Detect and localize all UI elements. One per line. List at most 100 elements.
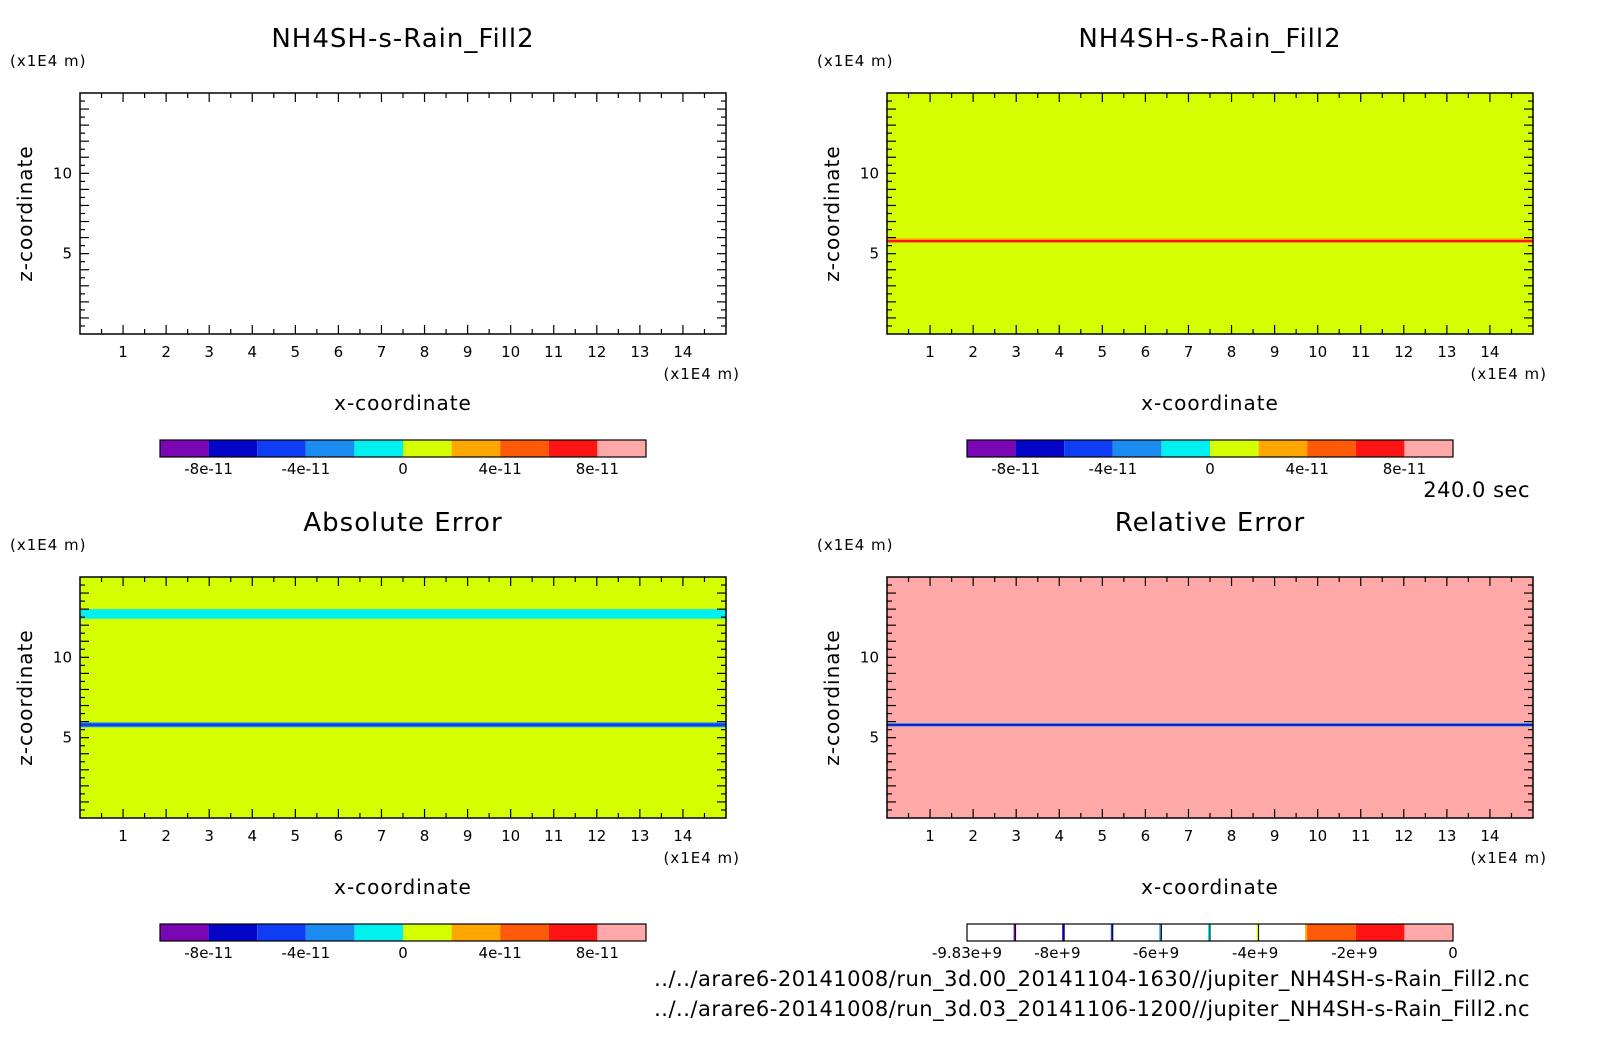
colorbar-cell bbox=[305, 924, 355, 941]
colorbar-cell bbox=[1210, 440, 1259, 457]
colorbar-cell bbox=[1404, 440, 1453, 457]
x-tick-label: 11 bbox=[1351, 343, 1370, 361]
y-tick-label: 10 bbox=[860, 164, 879, 182]
colorbar-cell bbox=[1307, 440, 1356, 457]
y-tick-label: 5 bbox=[869, 245, 879, 263]
colorbar-cell bbox=[354, 440, 403, 457]
colorbar-cell bbox=[208, 440, 258, 457]
x-unit-label: (x1E4 m) bbox=[1470, 849, 1547, 867]
colorbar-tick-label: 8e-11 bbox=[576, 944, 619, 962]
colorbar-cell bbox=[160, 440, 209, 457]
colorbar-frame bbox=[966, 923, 1454, 942]
y-tick-label: 5 bbox=[62, 245, 72, 263]
y-axis-label: z-coordinate bbox=[820, 145, 844, 281]
colorbar-cell bbox=[500, 440, 549, 457]
colorbar-cell bbox=[354, 924, 403, 941]
colorbar-cell bbox=[257, 924, 306, 941]
colorbar-cell bbox=[257, 440, 306, 457]
colorbar-cell bbox=[160, 924, 209, 941]
colorbar-cell bbox=[1064, 440, 1113, 457]
field-band bbox=[80, 609, 726, 619]
colorbar-cell bbox=[451, 440, 501, 457]
x-tick-label: 9 bbox=[1270, 343, 1280, 361]
field-band bbox=[80, 723, 726, 727]
colorbar-cell bbox=[1404, 924, 1453, 941]
panel-3: Absolute Error(x1E4 m)1 2 3 4 5 6 7 8 9 10 11 12 13 1… bbox=[10, 508, 739, 962]
x-tick-label: 5 bbox=[291, 827, 301, 845]
x-tick-label: 8 bbox=[420, 343, 430, 361]
colorbar-cell bbox=[451, 924, 501, 941]
colorbar-cell bbox=[1307, 924, 1356, 941]
x-tick-label: 14 bbox=[673, 343, 692, 361]
x-tick-label: 7 bbox=[377, 343, 387, 361]
colorbar-tick-label: -2e+9 bbox=[1331, 944, 1377, 962]
file-path-2: ../../arare6-20141008/run_3d.03_20141106… bbox=[654, 997, 1530, 1022]
colorbar-cell bbox=[1015, 923, 1065, 942]
colorbar-tick-label: -8e-11 bbox=[991, 460, 1040, 478]
colorbar-cell bbox=[1258, 440, 1308, 457]
x-tick-label: 5 bbox=[1098, 343, 1108, 361]
x-axis-label: x-coordinate bbox=[334, 391, 472, 415]
colorbar-tick-label: 0 bbox=[1448, 944, 1458, 962]
file-path-1: ../../arare6-20141008/run_3d.00_20141104… bbox=[654, 967, 1530, 992]
x-tick-label: 1 bbox=[118, 343, 128, 361]
colorbar-cell bbox=[1112, 440, 1162, 457]
x-tick-label: 12 bbox=[1394, 827, 1413, 845]
time-label: 240.0 sec bbox=[1423, 478, 1530, 502]
x-axis-label: x-coordinate bbox=[1141, 391, 1279, 415]
panel-title: NH4SH-s-Rain_Fill2 bbox=[1078, 24, 1341, 54]
x-tick-label: 11 bbox=[1351, 827, 1370, 845]
colorbar-cell bbox=[597, 924, 646, 941]
x-tick-label: 8 bbox=[420, 827, 430, 845]
x-tick-label: 7 bbox=[1184, 343, 1194, 361]
x-tick-label: 6 bbox=[1141, 343, 1151, 361]
field-band bbox=[887, 240, 1533, 243]
x-tick-label: 10 bbox=[1308, 343, 1327, 361]
colorbar-tick-label: 4e-11 bbox=[479, 944, 522, 962]
field-band bbox=[887, 238, 1533, 241]
x-tick-label: 2 bbox=[161, 827, 171, 845]
y-tick-label: 10 bbox=[860, 648, 879, 666]
x-tick-label: 10 bbox=[501, 827, 520, 845]
x-tick-label: 5 bbox=[1098, 827, 1108, 845]
colorbar-cell bbox=[208, 924, 258, 941]
colorbar-frame bbox=[159, 439, 647, 458]
field-background bbox=[80, 93, 726, 334]
colorbar-cell bbox=[1161, 440, 1210, 457]
colorbar-tick-label: -8e-11 bbox=[184, 460, 233, 478]
y-axis-label: z-coordinate bbox=[820, 629, 844, 765]
colorbar-tick-label: -4e+9 bbox=[1232, 944, 1278, 962]
panel-title: Absolute Error bbox=[303, 508, 502, 538]
colorbar-cell bbox=[500, 924, 549, 941]
colorbar-cell bbox=[1355, 440, 1405, 457]
colorbar-cell bbox=[1015, 440, 1065, 457]
colorbar-tick-label: 4e-11 bbox=[479, 460, 522, 478]
colorbar-cell bbox=[1112, 923, 1162, 942]
x-tick-label: 10 bbox=[501, 343, 520, 361]
colorbar-cell bbox=[403, 440, 452, 457]
x-axis-label: x-coordinate bbox=[334, 875, 472, 899]
colorbar-frame bbox=[966, 439, 1454, 458]
x-tick-label: 10 bbox=[1308, 827, 1327, 845]
x-unit-label: (x1E4 m) bbox=[1470, 365, 1547, 383]
x-tick-label: 11 bbox=[544, 827, 563, 845]
colorbar-cell bbox=[1258, 923, 1308, 942]
x-tick-label: 14 bbox=[673, 827, 692, 845]
x-tick-label: 13 bbox=[630, 343, 649, 361]
x-tick-label: 3 bbox=[204, 827, 214, 845]
field-background bbox=[887, 577, 1533, 818]
field-band bbox=[887, 724, 1533, 726]
x-tick-label: 9 bbox=[463, 343, 473, 361]
x-tick-label: 6 bbox=[1141, 827, 1151, 845]
colorbar-cell bbox=[305, 440, 355, 457]
panel-4: Relative Error(x1E4 m)1 2 3 4 5 6 7 8 9 10 11 12 13 1… bbox=[817, 508, 1547, 962]
colorbar-tick-label: 0 bbox=[398, 944, 408, 962]
x-tick-label: 4 bbox=[1054, 343, 1064, 361]
y-unit-label: (x1E4 m) bbox=[817, 52, 894, 70]
x-tick-label: 1 bbox=[118, 827, 128, 845]
colorbar-cell bbox=[548, 440, 598, 457]
x-tick-label: 2 bbox=[968, 343, 978, 361]
x-tick-label: 12 bbox=[1394, 343, 1413, 361]
x-tick-label: 8 bbox=[1227, 343, 1237, 361]
